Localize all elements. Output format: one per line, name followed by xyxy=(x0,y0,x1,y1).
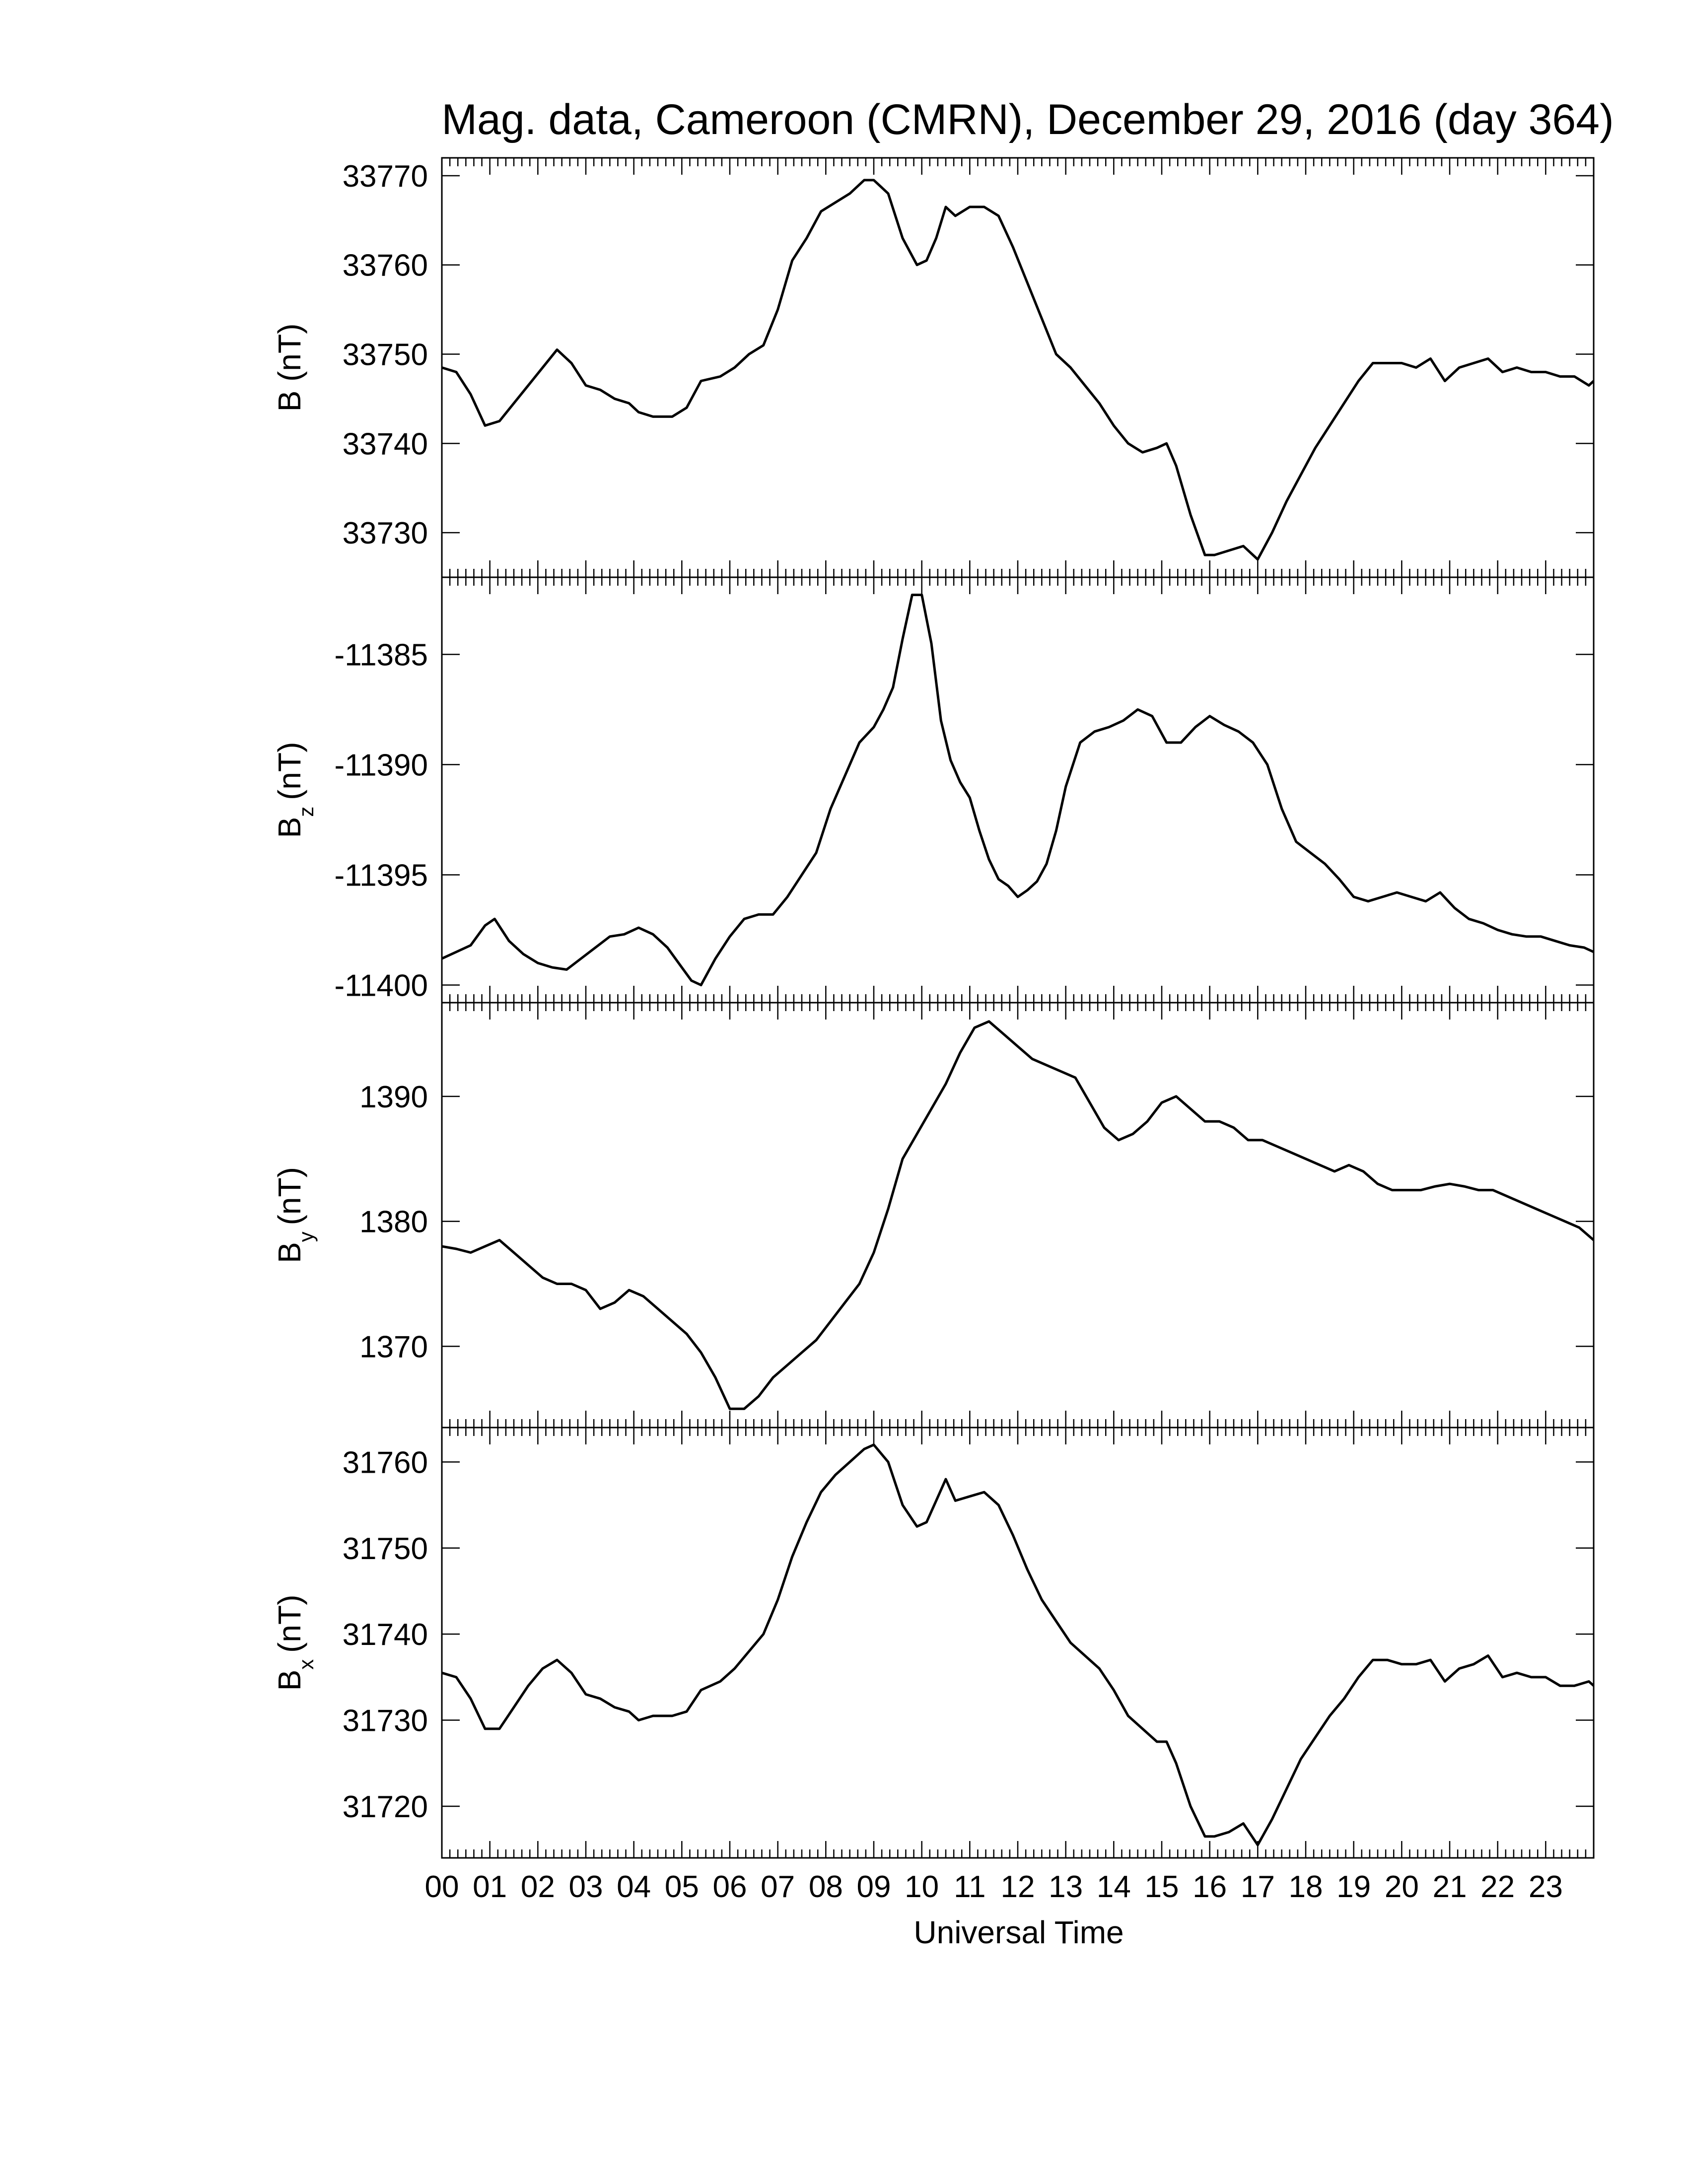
y-tick-label: 1390 xyxy=(359,1080,428,1114)
x-ticks xyxy=(441,1003,1595,1428)
x-tick-label: 13 xyxy=(1049,1870,1083,1904)
x-tick-label: 06 xyxy=(713,1870,747,1904)
y-ticks: -11385 -11390 -11395 -11400 xyxy=(335,638,1594,1003)
x-tick-label: 16 xyxy=(1193,1870,1227,1904)
panel-by: 1370 1380 1390 By (nT) xyxy=(272,1002,1595,1429)
x-tick-label: 00 xyxy=(425,1870,459,1904)
x-tick-label: 12 xyxy=(1001,1870,1035,1904)
y-tick-label: -11390 xyxy=(335,748,428,782)
x-tick-label: 14 xyxy=(1097,1870,1131,1904)
y-tick-label: 31760 xyxy=(343,1445,428,1480)
y-tick-label: 31750 xyxy=(343,1532,428,1566)
x-tick-label: 11 xyxy=(954,1870,985,1904)
x-tick-label: 09 xyxy=(857,1870,891,1904)
y-axis-label: Bz (nT) xyxy=(272,742,318,838)
x-ticks xyxy=(441,1428,1595,1858)
series-line-bz xyxy=(441,594,1595,986)
x-tick-label: 15 xyxy=(1145,1870,1179,1904)
x-tick-label: 22 xyxy=(1480,1870,1515,1904)
panel-bz: -11385 -11390 -11395 -11400 Bz (nT) xyxy=(272,576,1595,1004)
x-tick-labels: 00 01 02 03 04 05 06 07 08 09 10 11 12 13 14 15 16 17 18 19… xyxy=(425,1870,1563,1904)
y-tick-label: -11385 xyxy=(335,638,428,672)
y-tick-label: -11395 xyxy=(335,858,428,892)
figure-title: Mag. data, Cameroon (CMRN), December 29,… xyxy=(441,96,1614,143)
y-ticks: 33730 33740 33750 33760 33770 xyxy=(343,159,1594,550)
x-tick-label: 21 xyxy=(1433,1870,1467,1904)
series-line-bx xyxy=(441,1443,1595,1846)
x-axis-label: Universal Time xyxy=(914,1914,1124,1950)
x-tick-label: 05 xyxy=(665,1870,699,1904)
series-line-by xyxy=(441,1020,1595,1410)
x-tick-label: 01 xyxy=(473,1870,507,1904)
x-tick-label: 19 xyxy=(1336,1870,1371,1904)
y-tick-label: 33770 xyxy=(343,159,428,194)
x-tick-label: 18 xyxy=(1289,1870,1323,1904)
y-tick-label: 31720 xyxy=(343,1790,428,1824)
y-tick-label: 31730 xyxy=(343,1704,428,1738)
x-tick-label: 20 xyxy=(1385,1870,1419,1904)
x-tick-label: 10 xyxy=(905,1870,939,1904)
y-tick-label: 33730 xyxy=(343,516,428,550)
y-axis-label: B (nT) xyxy=(272,324,307,412)
y-tick-label: -11400 xyxy=(335,968,428,1003)
panel-bx: 31720 31730 31740 31750 31760 Bx (nT) xyxy=(272,1427,1595,1859)
y-tick-label: 33750 xyxy=(343,338,428,372)
x-tick-label: 17 xyxy=(1241,1870,1275,1904)
x-tick-label: 08 xyxy=(809,1870,843,1904)
x-tick-label: 02 xyxy=(521,1870,555,1904)
panel-b: 33730 33740 33750 33760 33770 B (nT) xyxy=(272,157,1595,578)
x-tick-label: 03 xyxy=(569,1870,603,1904)
y-tick-label: 33760 xyxy=(343,249,428,283)
y-axis-label: By (nT) xyxy=(272,1167,318,1263)
x-ticks xyxy=(441,577,1595,1003)
y-tick-label: 31740 xyxy=(343,1618,428,1652)
y-ticks: 31720 31730 31740 31750 31760 xyxy=(343,1445,1594,1824)
x-tick-label: 04 xyxy=(617,1870,651,1904)
series-line-b xyxy=(441,179,1595,561)
y-tick-label: 33740 xyxy=(343,427,428,461)
y-axis-label: Bx (nT) xyxy=(272,1595,318,1691)
x-tick-label: 23 xyxy=(1529,1870,1563,1904)
y-ticks: 1370 1380 1390 xyxy=(359,1080,1594,1364)
x-tick-label: 07 xyxy=(761,1870,795,1904)
y-tick-label: 1370 xyxy=(359,1330,428,1364)
x-ticks xyxy=(441,158,1595,577)
y-tick-label: 1380 xyxy=(359,1205,428,1239)
